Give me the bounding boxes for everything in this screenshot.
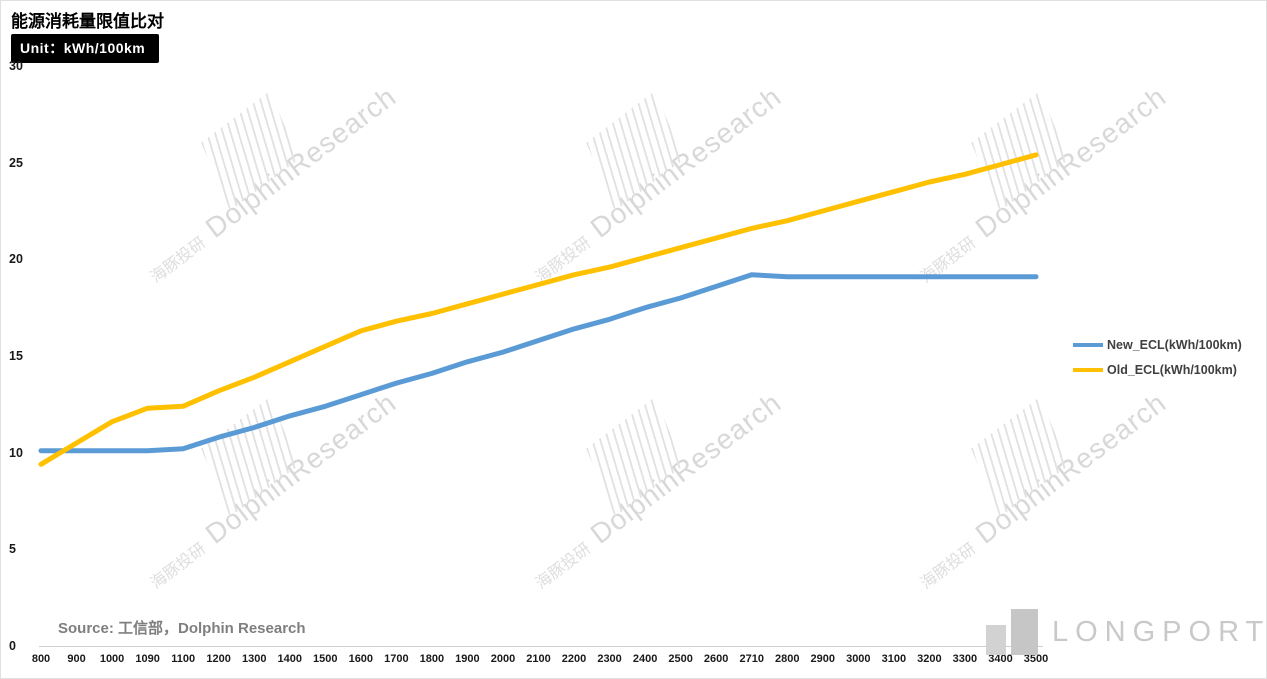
x-axis-tick-label: 3200 <box>917 653 942 665</box>
x-axis-tick-label: 1600 <box>348 653 374 665</box>
source-note: Source: 工信部，Dolphin Research <box>58 620 306 637</box>
x-axis-line <box>39 646 1043 647</box>
x-axis-tick-label: 1800 <box>419 653 445 665</box>
y-axis-tick-label: 15 <box>9 349 23 363</box>
x-axis: 800 900 1000 1090 1100 1200 1300 1400 1500 1600 17… <box>1 653 1266 673</box>
x-axis-tick-label: 1090 <box>135 653 160 665</box>
x-axis-tick-label: 1300 <box>241 653 267 665</box>
legend-line-swatch <box>1073 343 1103 347</box>
series-line <box>38 152 1039 467</box>
unit-badge: Unit：kWh/100km <box>11 34 160 63</box>
x-axis-tick-label: 2300 <box>597 653 622 665</box>
y-axis-tick-label: 0 <box>9 639 16 653</box>
x-axis-tick-label: 3500 <box>1023 653 1049 665</box>
x-axis-tick-label: 2000 <box>490 653 516 665</box>
legend-item: New_ECL(kWh/100km) <box>1073 338 1242 352</box>
y-axis-tick-label: 10 <box>9 445 23 460</box>
x-axis-tick-label: 2900 <box>810 653 836 665</box>
chart-legend: New_ECL(kWh/100km) Old_ECL(kWh/100km) <box>1073 338 1242 388</box>
x-axis-tick-label: 900 <box>67 653 86 665</box>
x-axis-tick-label: 3400 <box>988 653 1013 665</box>
x-axis-tick-label: 1100 <box>171 653 196 665</box>
y-axis-tick-label: 30 <box>9 59 23 73</box>
longport-logo-icon <box>986 609 1038 655</box>
x-axis-tick-label: 3300 <box>952 653 978 665</box>
y-axis: 0 5 10 15 20 25 30 <box>9 1 39 678</box>
x-axis-tick-label: 1900 <box>455 653 480 665</box>
x-axis-tick-label: 800 <box>31 653 51 665</box>
longport-logo: LONGPORT <box>986 609 1267 655</box>
page-title: 能源消耗量限值比对 <box>11 12 164 31</box>
x-axis-tick-label: 1200 <box>206 653 231 665</box>
x-axis-tick-label: 2400 <box>632 653 658 665</box>
x-axis-tick-label: 1700 <box>384 653 409 665</box>
legend-item: Old_ECL(kWh/100km) <box>1073 363 1242 377</box>
x-axis-tick-label: 2800 <box>775 653 800 665</box>
x-axis-tick-label: 2600 <box>703 653 729 665</box>
legend-label: Old_ECL(kWh/100km) <box>1107 363 1237 377</box>
legend-label: New_ECL(kWh/100km) <box>1107 338 1242 352</box>
y-axis-tick-label: 5 <box>9 542 16 557</box>
y-axis-tick-label: 20 <box>9 252 23 267</box>
x-axis-tick-label: 2100 <box>526 653 551 665</box>
x-axis-tick-label: 1400 <box>277 653 302 665</box>
x-axis-tick-label: 1000 <box>99 653 125 665</box>
x-axis-tick-label: 2710 <box>739 653 764 665</box>
series-line <box>38 272 1039 454</box>
x-axis-tick-label: 2200 <box>561 653 587 665</box>
x-axis-tick-label: 3100 <box>881 653 907 665</box>
x-axis-tick-label: 1500 <box>313 653 338 665</box>
y-axis-tick-label: 25 <box>9 155 23 170</box>
legend-line-swatch <box>1073 368 1103 372</box>
x-axis-tick-label: 2500 <box>668 653 693 665</box>
x-axis-tick-label: 3000 <box>846 653 871 665</box>
longport-logo-text: LONGPORT <box>1052 615 1267 648</box>
